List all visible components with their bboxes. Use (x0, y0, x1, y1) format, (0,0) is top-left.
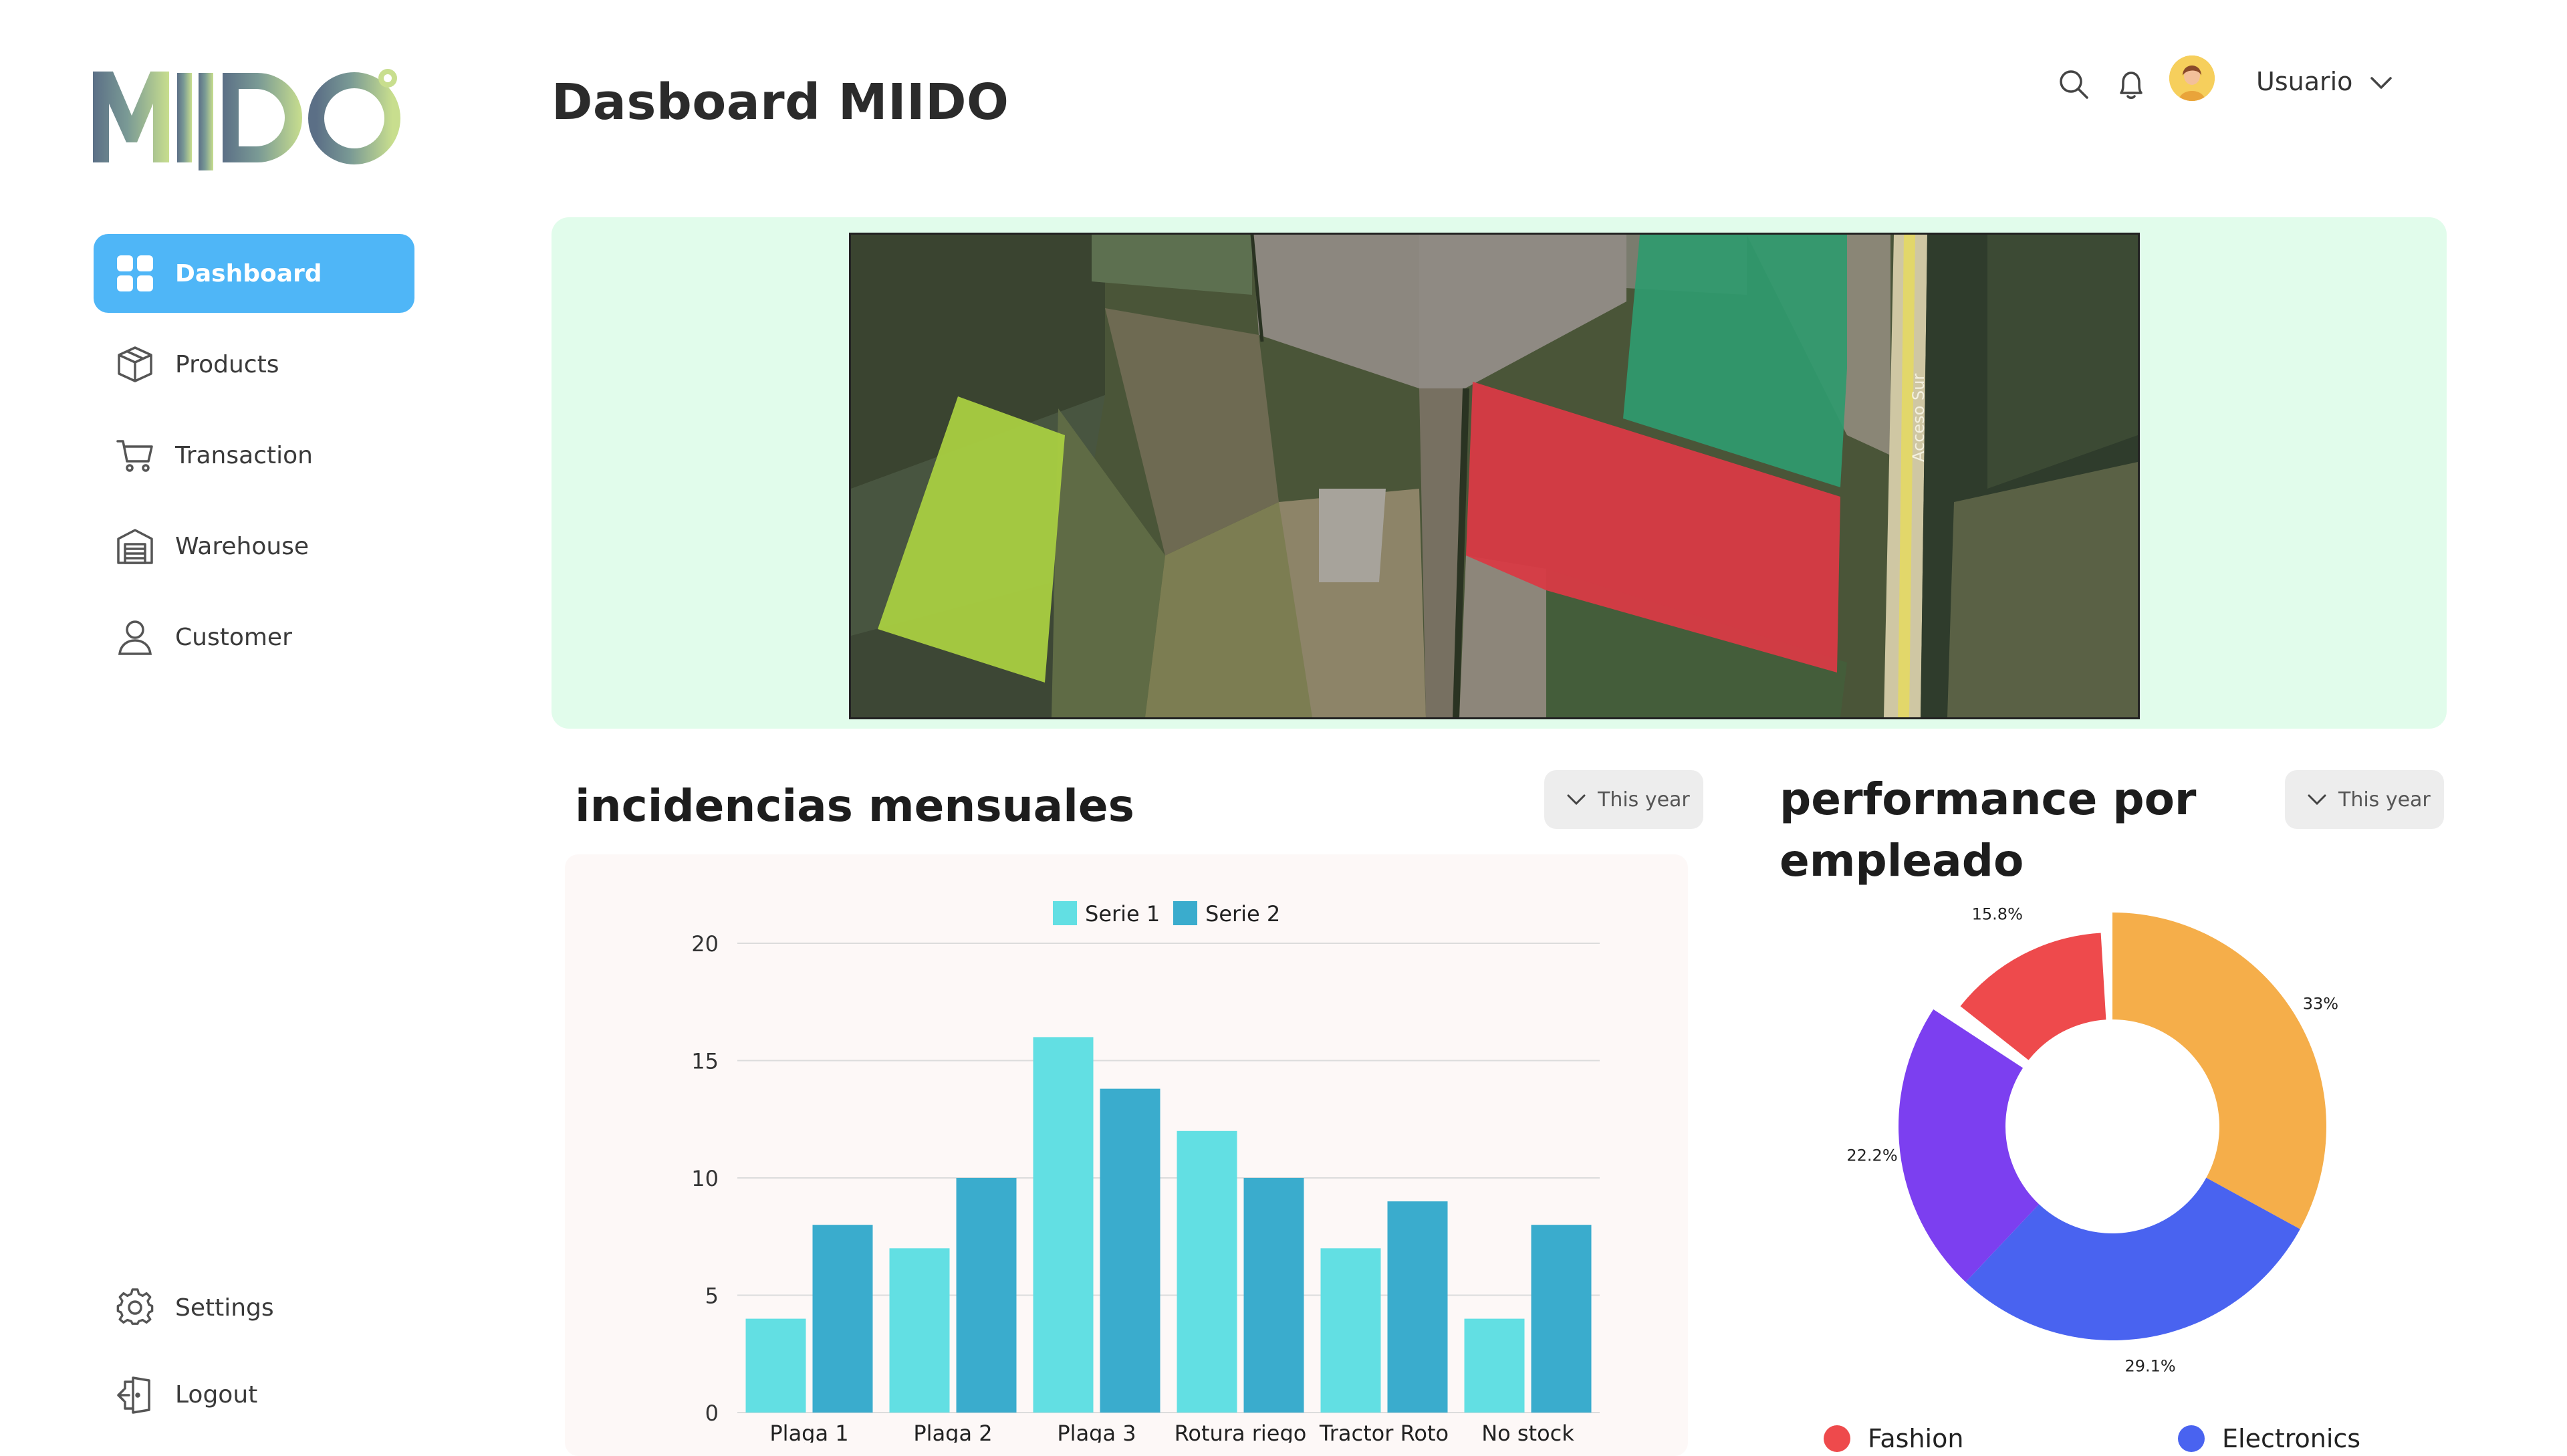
bar-2 (1100, 1088, 1160, 1413)
user-name[interactable]: Usuario (2256, 67, 2353, 96)
user-icon (114, 616, 156, 658)
sidebar-item-label: Settings (175, 1294, 274, 1322)
logout-icon (114, 1373, 156, 1416)
sidebar-item-label: Logout (175, 1380, 258, 1409)
legend-swatch (2178, 1425, 2205, 1452)
y-tick-label: 0 (705, 1401, 719, 1426)
pie-chart-title-line1: performance por (1780, 773, 2197, 825)
sidebar-item-label: Dashboard (175, 259, 322, 287)
sidebar-item-customer[interactable]: Customer (94, 598, 414, 677)
satellite-map[interactable]: Acceso Sur (849, 233, 2140, 719)
bar-2 (1387, 1201, 1448, 1413)
sidebar-item-label: Products (175, 350, 279, 378)
sidebar-item-label: Customer (175, 623, 292, 651)
y-tick-label: 15 (691, 1049, 719, 1074)
sidebar-item-products[interactable]: Products (94, 325, 414, 404)
bar-chart-title: incidencias mensuales (575, 780, 1134, 832)
slice-label: 29.1% (2124, 1357, 2175, 1376)
bar-2 (1531, 1225, 1592, 1413)
y-tick-label: 10 (691, 1166, 719, 1191)
bell-icon[interactable] (2111, 64, 2151, 104)
warehouse-icon (114, 525, 156, 568)
x-tick-label: No stock (1481, 1421, 1574, 1443)
legend-item-electronics: Electronics (2178, 1424, 2360, 1453)
y-tick-label: 5 (705, 1284, 719, 1309)
bar-2 (1243, 1178, 1304, 1413)
bar-1 (1464, 1318, 1525, 1413)
donut-slice (1899, 1009, 2040, 1282)
donut-chart: 33% 29.1% 22.2% 15.8% (1846, 905, 2338, 1376)
legend-label: Electronics (2222, 1424, 2361, 1453)
slice-label: 22.2% (1846, 1146, 1897, 1165)
sidebar-item-transaction[interactable]: Transaction (94, 416, 414, 495)
legend-swatch (1824, 1425, 1850, 1452)
y-tick-label: 20 (691, 931, 719, 957)
chevron-down-icon[interactable] (2366, 68, 2396, 98)
chevron-down-icon (1567, 794, 1586, 806)
slice-label: 15.8% (1972, 905, 2023, 924)
bar-chart: 0 5 10 15 20 Plaga 1 Plaga 2 Plaga 3 Rotura rieg… (691, 901, 1600, 1443)
miido-logo (93, 69, 400, 170)
pie-year-filter[interactable]: This year (2285, 770, 2444, 829)
cart-icon (114, 434, 156, 477)
bar-year-filter[interactable]: This year (1544, 770, 1703, 829)
bar-2 (956, 1178, 1017, 1413)
legend-label: Fashion (1868, 1424, 1964, 1453)
sidebar-item-settings[interactable]: Settings (94, 1268, 414, 1347)
sidebar-item-logout[interactable]: Logout (94, 1355, 414, 1434)
sidebar-item-label: Transaction (175, 441, 313, 469)
map-road-label: Acceso Sur (1909, 374, 1928, 462)
donut-slice (1965, 1177, 2300, 1341)
page-title: Dasboard MIIDO (552, 74, 1009, 131)
x-tick-label: Plaga 2 (913, 1421, 992, 1443)
gear-icon (114, 1286, 156, 1329)
x-tick-label: Plaga 1 (769, 1421, 848, 1443)
x-tick-label: Rotura riego (1175, 1421, 1307, 1443)
legend-swatch (1053, 901, 1077, 925)
sidebar-item-warehouse[interactable]: Warehouse (94, 507, 414, 586)
legend-swatch (1173, 901, 1197, 925)
bar-1 (1320, 1248, 1381, 1413)
pie-year-filter-label: This year (2338, 787, 2431, 812)
legend-label: Serie 2 (1205, 901, 1280, 927)
x-tick-label: Plaga 3 (1057, 1421, 1136, 1443)
donut-slice (1960, 933, 2106, 1060)
avatar[interactable] (2169, 55, 2215, 101)
pie-chart-title-line2: empleado (1780, 835, 2024, 886)
donut-slice (2112, 913, 2326, 1229)
slice-label: 33% (2303, 994, 2338, 1013)
x-tick-label: Tractor Roto (1319, 1421, 1449, 1443)
box-icon (114, 343, 156, 386)
sidebar-item-label: Warehouse (175, 532, 310, 560)
bar-1 (1177, 1130, 1237, 1413)
legend-item-fashion: Fashion (1824, 1424, 1963, 1453)
bar-1 (745, 1318, 806, 1413)
bar-1 (1033, 1037, 1094, 1413)
bar-2 (812, 1225, 873, 1413)
legend-label: Serie 1 (1085, 901, 1160, 927)
chevron-down-icon (2308, 794, 2326, 806)
search-icon[interactable] (2054, 64, 2094, 104)
bar-1 (889, 1248, 950, 1413)
bar-year-filter-label: This year (1598, 787, 1690, 812)
grid-icon (114, 252, 156, 295)
sidebar-item-dashboard[interactable]: Dashboard (94, 234, 414, 313)
